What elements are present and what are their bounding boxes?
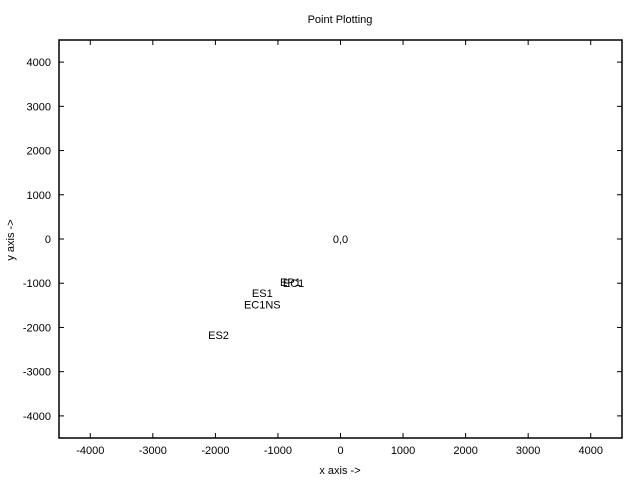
- point-label: EC1: [283, 278, 304, 290]
- y-axis-label: y axis ->: [5, 219, 17, 260]
- y-tick-label: 2000: [27, 146, 51, 158]
- point-label: EC1NS: [244, 299, 281, 311]
- chart-title: Point Plotting: [308, 14, 373, 26]
- y-tick-label: 0: [45, 234, 51, 246]
- x-tick-label: -1000: [264, 445, 292, 457]
- x-tick-label: -2000: [201, 445, 229, 457]
- y-tick-label: 3000: [27, 101, 51, 113]
- point-label: EP1: [280, 277, 301, 289]
- x-tick-label: 4000: [578, 445, 602, 457]
- x-tick-label: 1000: [391, 445, 415, 457]
- y-tick-label: -2000: [23, 322, 51, 334]
- point-label: ES1: [252, 288, 273, 300]
- x-tick-label: 3000: [516, 445, 540, 457]
- x-tick-label: -4000: [76, 445, 104, 457]
- y-tick-label: 1000: [27, 190, 51, 202]
- y-tick-label: -4000: [23, 411, 51, 423]
- point-label: 0,0: [333, 234, 348, 246]
- x-tick-label: 2000: [453, 445, 477, 457]
- point-label: ES2: [208, 330, 229, 342]
- x-tick-label: -3000: [139, 445, 167, 457]
- y-tick-label: 4000: [27, 57, 51, 69]
- x-axis-label: x axis ->: [319, 465, 360, 477]
- y-tick-label: -3000: [23, 367, 51, 379]
- x-tick-label: 0: [337, 445, 343, 457]
- y-tick-label: -1000: [23, 278, 51, 290]
